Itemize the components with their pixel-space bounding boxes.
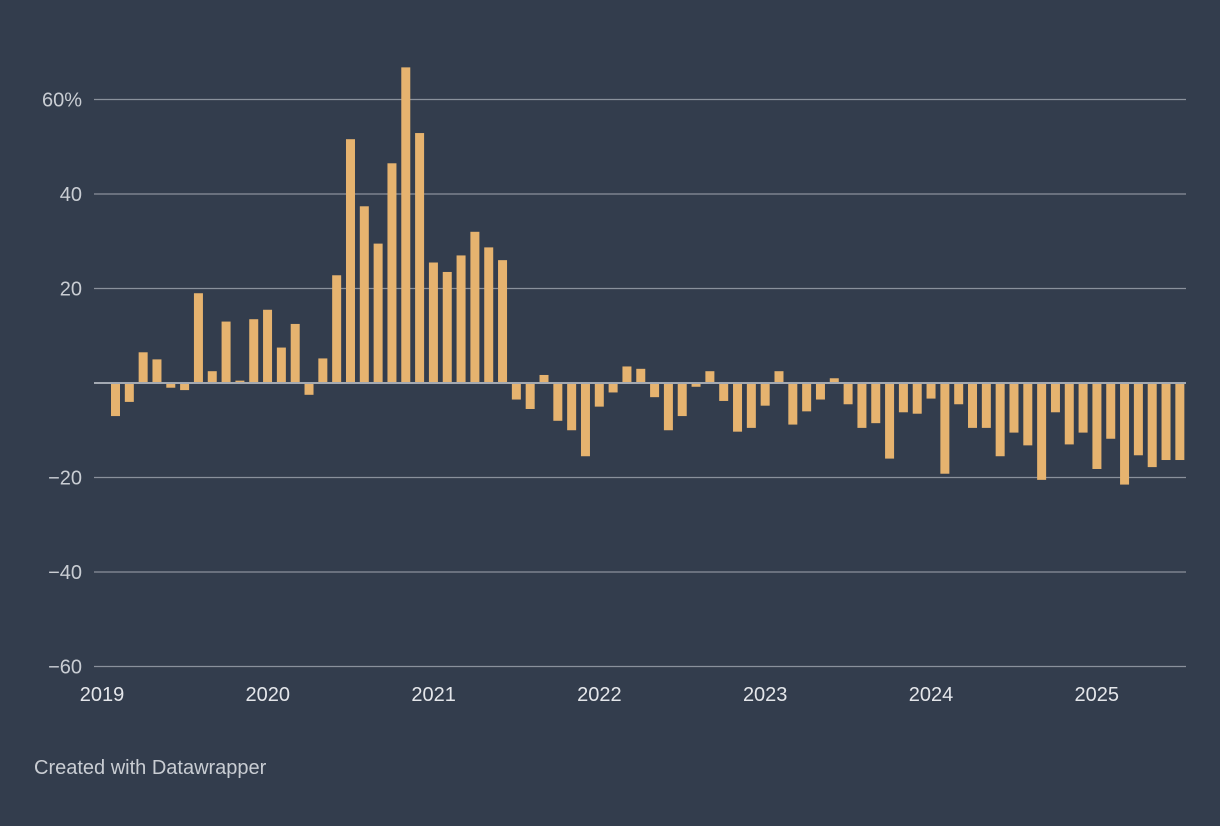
bar bbox=[857, 383, 867, 428]
bar bbox=[387, 163, 397, 383]
bar bbox=[511, 383, 521, 400]
y-tick-label: 60% bbox=[42, 90, 82, 112]
bar bbox=[608, 383, 618, 393]
bar bbox=[1064, 383, 1074, 445]
bar bbox=[843, 383, 853, 405]
bar bbox=[345, 139, 355, 383]
bar bbox=[484, 247, 494, 383]
bar bbox=[1009, 383, 1019, 433]
y-tick-label: 40 bbox=[60, 184, 82, 206]
bar bbox=[373, 243, 383, 383]
bar bbox=[525, 383, 535, 409]
bar bbox=[359, 206, 369, 383]
bar bbox=[180, 383, 190, 391]
bar bbox=[802, 383, 812, 412]
bar bbox=[166, 383, 176, 388]
bar bbox=[774, 371, 784, 383]
bar bbox=[912, 383, 922, 414]
bar bbox=[594, 383, 604, 407]
bar bbox=[663, 383, 673, 431]
bar bbox=[829, 378, 839, 383]
bar bbox=[138, 352, 148, 383]
x-tick-label: 2022 bbox=[577, 684, 622, 706]
bar bbox=[940, 383, 950, 474]
x-tick-label: 2024 bbox=[909, 684, 954, 706]
bar bbox=[677, 383, 687, 417]
bar bbox=[456, 255, 466, 383]
bar bbox=[636, 368, 646, 383]
bar bbox=[193, 293, 203, 383]
x-tick-label: 2023 bbox=[743, 684, 788, 706]
bar bbox=[442, 271, 452, 383]
bar bbox=[276, 347, 286, 383]
y-tick-label: −20 bbox=[48, 468, 82, 490]
bar bbox=[539, 374, 549, 383]
bars bbox=[111, 67, 1185, 485]
bar bbox=[705, 371, 715, 383]
bar bbox=[760, 383, 770, 406]
y-tick-label: −60 bbox=[48, 657, 82, 679]
bar bbox=[733, 383, 743, 432]
bar bbox=[871, 383, 881, 424]
bar bbox=[650, 383, 660, 398]
bar bbox=[746, 383, 756, 428]
bar bbox=[152, 359, 162, 384]
x-axis-labels: 2019 2020 2021 2022 2023 2024 2025 bbox=[80, 684, 1119, 706]
bar bbox=[926, 383, 936, 399]
bar bbox=[1106, 383, 1116, 439]
bar bbox=[719, 383, 729, 401]
bar bbox=[622, 366, 632, 383]
bar bbox=[290, 323, 300, 383]
bar bbox=[428, 262, 438, 383]
grid-lines bbox=[94, 98, 1186, 668]
bar bbox=[553, 383, 563, 421]
x-tick-label: 2025 bbox=[1075, 684, 1120, 706]
bar bbox=[567, 383, 577, 431]
credit-text: Created with Datawrapper bbox=[34, 757, 267, 779]
y-tick-label: −40 bbox=[48, 562, 82, 584]
bar bbox=[332, 275, 342, 383]
bar bbox=[124, 383, 134, 402]
bar bbox=[1161, 383, 1171, 461]
bar bbox=[498, 260, 508, 383]
bar bbox=[788, 383, 798, 425]
bar bbox=[885, 383, 895, 459]
bar bbox=[304, 383, 314, 395]
bar bbox=[1050, 383, 1060, 413]
bar bbox=[235, 380, 245, 383]
bar bbox=[1078, 383, 1088, 433]
x-tick-label: 2019 bbox=[80, 684, 125, 706]
bar bbox=[815, 383, 825, 400]
bar bbox=[1175, 383, 1185, 461]
bar bbox=[221, 321, 231, 383]
bar bbox=[263, 309, 273, 383]
bar bbox=[249, 319, 259, 383]
bar bbox=[111, 383, 120, 417]
bar bbox=[1023, 383, 1033, 446]
bar bbox=[968, 383, 978, 428]
y-tick-label: 20 bbox=[60, 279, 82, 301]
bar bbox=[1120, 383, 1130, 485]
bar bbox=[207, 371, 217, 383]
bar bbox=[318, 358, 328, 383]
bar bbox=[898, 383, 908, 413]
bar bbox=[580, 383, 590, 457]
bar bbox=[401, 67, 411, 384]
bar bbox=[415, 133, 425, 383]
bar bbox=[954, 383, 964, 405]
bar bbox=[1037, 383, 1047, 480]
bar bbox=[1147, 383, 1157, 468]
x-tick-label: 2020 bbox=[246, 684, 291, 706]
y-axis-labels: 60% 40 20 −20 −40 −60 bbox=[42, 90, 82, 679]
bar bbox=[995, 383, 1005, 457]
x-tick-label: 2021 bbox=[411, 684, 456, 706]
bar bbox=[470, 231, 480, 383]
bar bbox=[1092, 383, 1102, 469]
bar bbox=[691, 383, 701, 387]
bar bbox=[1133, 383, 1143, 456]
bar bbox=[981, 383, 991, 428]
